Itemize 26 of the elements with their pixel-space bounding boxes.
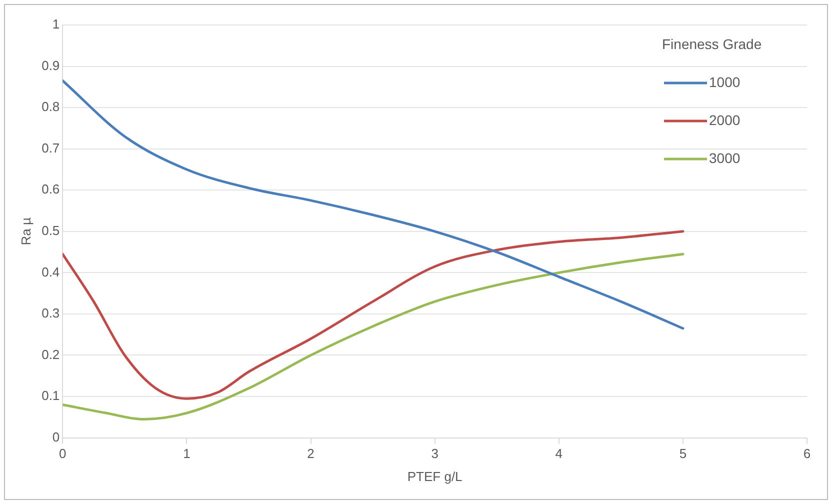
legend-title: Fineness Grade [662, 36, 762, 52]
line-series [62, 79, 684, 330]
x-tick-label: 3 [431, 446, 438, 462]
line-series [62, 230, 684, 400]
legend-label: 3000 [709, 150, 740, 166]
y-tick-label: 0.5 [42, 222, 60, 238]
y-tick-label: 0.8 [42, 99, 60, 114]
y-axis-title: Ra µ [18, 217, 34, 246]
x-axis-title: PTEF g/L [407, 468, 462, 484]
y-tick-label: 0.4 [42, 264, 60, 280]
y-tick-label: 1 [52, 16, 60, 32]
x-tick-label: 2 [307, 446, 314, 462]
y-tick-label: 0.1 [42, 388, 60, 404]
x-tick-label: 4 [555, 446, 563, 462]
legend-label: 2000 [709, 112, 740, 128]
y-tick-label: 0.2 [42, 346, 60, 362]
y-tick-label: 0.9 [42, 58, 60, 73]
x-tick-label: 6 [803, 446, 811, 462]
y-tick-label: 0 [52, 429, 60, 444]
legend-label: 1000 [709, 74, 740, 90]
line-series [62, 252, 684, 420]
y-tick-label: 0.3 [42, 306, 60, 321]
y-tick-label: 0.6 [42, 182, 60, 197]
x-tick-label: 5 [679, 446, 687, 462]
x-tick-label: 1 [183, 446, 190, 462]
y-tick-label: 0.7 [42, 140, 60, 156]
